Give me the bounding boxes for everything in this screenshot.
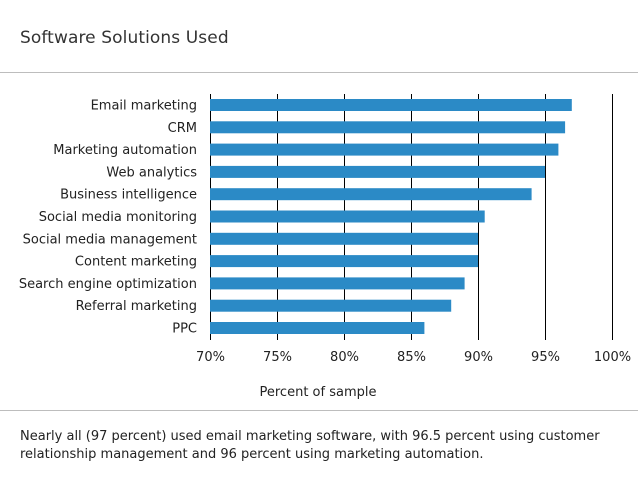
category-label: Content marketing	[75, 255, 197, 270]
bar	[210, 299, 452, 312]
category-label: Business intelligence	[60, 188, 197, 203]
category-label: Social media management	[23, 232, 197, 247]
x-tick-label: 75%	[263, 350, 292, 365]
category-label: Search engine optimization	[19, 277, 197, 292]
chart-title: Software Solutions Used	[20, 28, 229, 48]
category-label: Email marketing	[91, 99, 197, 114]
bar	[210, 121, 566, 134]
category-label: Web analytics	[106, 165, 197, 180]
category-labels: Email marketing CRM Marketing automation We…	[19, 99, 197, 337]
bar	[210, 322, 425, 334]
top-divider	[0, 72, 638, 73]
bar	[210, 143, 559, 156]
x-tick-label: 85%	[397, 350, 426, 365]
x-tick-labels: 70% 75% 80% 85% 90% 95% 100%	[196, 350, 631, 365]
bars	[210, 99, 572, 334]
x-tick-label: 80%	[330, 350, 359, 365]
x-tick-label: 95%	[531, 350, 560, 365]
bar	[210, 210, 485, 223]
x-tick-label: 90%	[464, 350, 493, 365]
x-tick-label: 100%	[594, 350, 631, 365]
bar	[210, 255, 478, 268]
x-axis-label: Percent of sample	[260, 385, 377, 400]
x-tick-label: 70%	[196, 350, 225, 365]
bar	[210, 232, 478, 245]
category-label: PPC	[172, 322, 197, 337]
chart-caption: Nearly all (97 percent) used email marke…	[20, 429, 600, 462]
bar	[210, 165, 545, 178]
bottom-divider	[0, 410, 638, 411]
category-label: Marketing automation	[53, 143, 197, 158]
category-label: Social media monitoring	[39, 210, 197, 225]
bar-chart: Email marketing CRM Marketing automation We…	[19, 94, 631, 400]
bar	[210, 277, 465, 290]
bar	[210, 188, 532, 201]
bar	[210, 99, 572, 111]
category-label: CRM	[168, 121, 197, 136]
category-label: Referral marketing	[76, 299, 197, 314]
